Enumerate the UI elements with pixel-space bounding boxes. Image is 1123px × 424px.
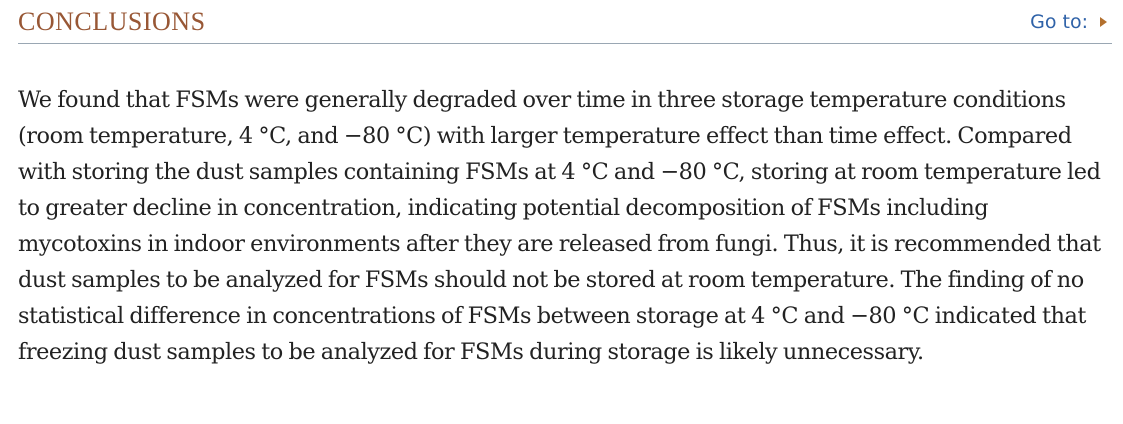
triangle-right-icon (1100, 17, 1107, 27)
goto-link[interactable]: Go to: (1030, 10, 1107, 34)
conclusions-section: CONCLUSIONS Go to: We found that FSMs we… (18, 0, 1112, 365)
section-header: CONCLUSIONS Go to: (18, 0, 1112, 44)
goto-label: Go to: (1030, 11, 1088, 33)
section-title: CONCLUSIONS (18, 7, 206, 36)
conclusions-paragraph: We found that FSMs were generally degrad… (18, 87, 1101, 365)
